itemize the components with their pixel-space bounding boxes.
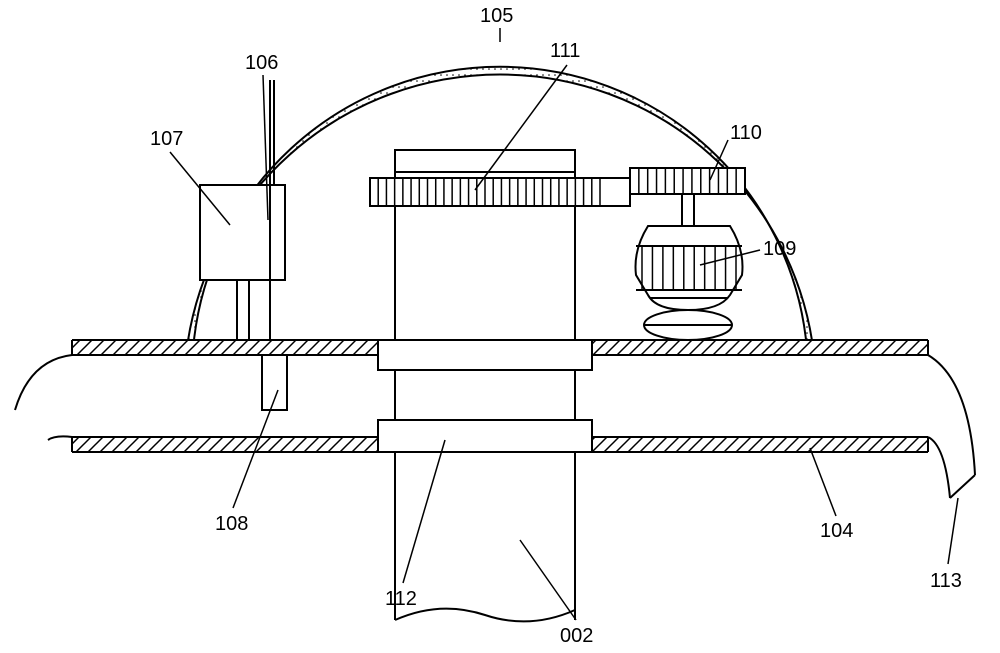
gear-post [682,194,694,226]
right-spout [928,340,975,498]
label-107: 107 [150,128,183,151]
label-111: 111 [550,40,580,63]
label-106: 106 [245,52,278,75]
motor [636,226,743,340]
label-104: 104 [820,520,853,543]
label-112: 112 [385,588,417,611]
label-105: 105 [480,5,513,28]
diagram-canvas [0,0,1000,653]
central-shaft [395,150,575,621]
label-109: 109 [763,238,796,261]
label-108: 108 [215,513,248,536]
label-113: 113 [930,570,962,593]
gear-small [630,168,745,194]
gear-large [370,178,630,206]
channel-connector [262,355,287,410]
flange-lower [378,420,592,452]
label-110: 110 [730,122,762,145]
label-002: 002 [560,625,593,648]
flange-upper [378,340,592,370]
left-spout [15,340,72,452]
control-box [200,185,285,340]
